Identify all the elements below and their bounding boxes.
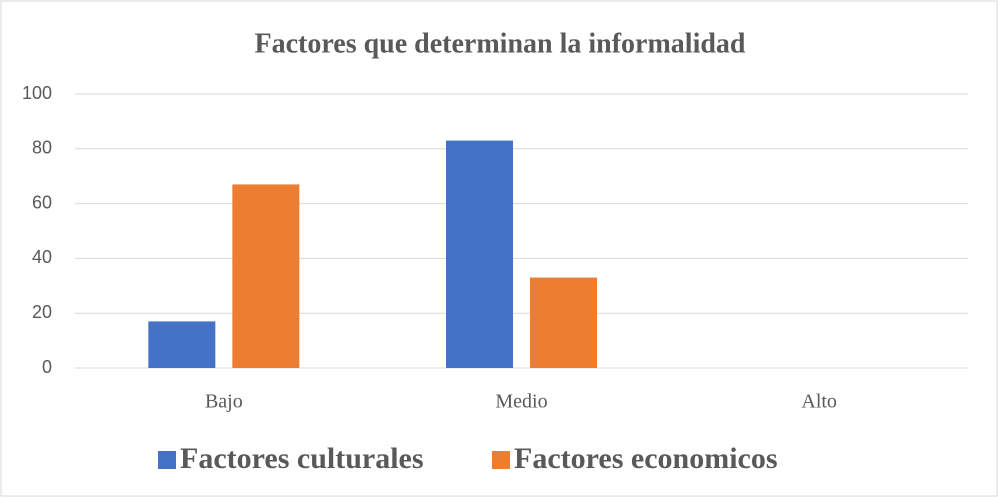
- bar: [446, 140, 513, 368]
- y-tick-label: 20: [32, 302, 52, 322]
- legend-label: Factores economicos: [514, 442, 778, 475]
- y-tick-label: 40: [32, 247, 52, 267]
- y-tick-label: 60: [32, 192, 52, 212]
- x-tick-label: Medio: [495, 391, 547, 413]
- x-tick-label: Alto: [801, 391, 837, 413]
- legend-swatch: [158, 451, 176, 469]
- bar: [530, 277, 597, 368]
- y-tick-label: 0: [42, 357, 52, 377]
- legend-swatch: [492, 451, 510, 469]
- x-tick-label: Bajo: [205, 391, 243, 413]
- y-tick-label: 100: [22, 83, 52, 103]
- y-tick-label: 80: [32, 138, 52, 158]
- bar: [232, 184, 300, 368]
- bar: [148, 321, 216, 368]
- legend-label: Factores culturales: [180, 442, 424, 475]
- chart-title: Factores que determinan la informalidad: [254, 28, 745, 59]
